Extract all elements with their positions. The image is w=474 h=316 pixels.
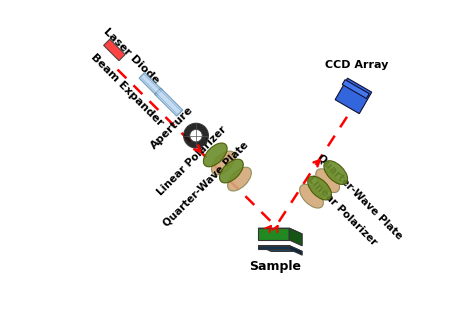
Polygon shape bbox=[258, 228, 302, 234]
Circle shape bbox=[183, 123, 209, 148]
Text: Linear Polarizer: Linear Polarizer bbox=[155, 125, 228, 198]
Polygon shape bbox=[342, 80, 369, 99]
Ellipse shape bbox=[203, 143, 227, 167]
Polygon shape bbox=[258, 246, 289, 249]
Circle shape bbox=[190, 130, 202, 142]
Ellipse shape bbox=[211, 151, 235, 175]
Ellipse shape bbox=[300, 184, 323, 208]
Text: Quarter-Wave Plate: Quarter-Wave Plate bbox=[161, 139, 250, 228]
Polygon shape bbox=[139, 72, 162, 96]
Polygon shape bbox=[289, 246, 302, 255]
Ellipse shape bbox=[324, 161, 347, 185]
Polygon shape bbox=[258, 246, 302, 252]
Polygon shape bbox=[156, 90, 181, 115]
Text: Laser Diode: Laser Diode bbox=[102, 27, 161, 86]
Polygon shape bbox=[141, 74, 161, 94]
Text: Beam Expander: Beam Expander bbox=[89, 52, 165, 128]
Polygon shape bbox=[335, 78, 372, 114]
Text: Linear Polarizer: Linear Polarizer bbox=[306, 174, 379, 247]
Text: Aperture: Aperture bbox=[149, 104, 195, 151]
Polygon shape bbox=[104, 39, 125, 61]
Polygon shape bbox=[258, 228, 289, 240]
Text: Sample: Sample bbox=[249, 260, 301, 273]
Ellipse shape bbox=[219, 159, 243, 183]
Text: CCD Array: CCD Array bbox=[325, 59, 388, 70]
Ellipse shape bbox=[228, 167, 251, 191]
Polygon shape bbox=[289, 228, 302, 246]
Ellipse shape bbox=[316, 169, 339, 192]
Text: Quarter-Wave Plate: Quarter-Wave Plate bbox=[315, 152, 404, 241]
Ellipse shape bbox=[308, 176, 331, 200]
Polygon shape bbox=[155, 88, 183, 116]
